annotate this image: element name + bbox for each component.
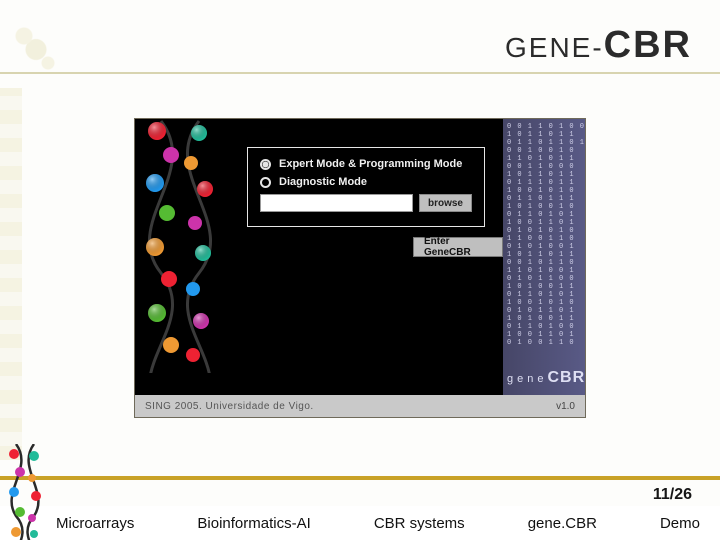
browse-button[interactable]: browse <box>419 194 472 212</box>
dna-helix-graphic <box>121 113 249 373</box>
path-row: browse <box>260 194 472 212</box>
radio-label: Expert Mode & Programming Mode <box>279 158 462 170</box>
page-counter: 11/26 <box>653 486 692 504</box>
decorative-left-strip <box>0 88 22 460</box>
path-input[interactable] <box>260 194 413 212</box>
tab-demo[interactable]: Demo <box>660 509 700 538</box>
radio-expert-mode[interactable]: Expert Mode & Programming Mode <box>260 158 472 170</box>
page-current: 11 <box>653 486 670 503</box>
decorative-molecule-corner <box>0 0 80 90</box>
binary-side-panel: 0 0 1 1 0 1 0 0 1 0 1 1 0 1 1 0 1 1 0 1 … <box>503 119 585 395</box>
tab-microarrays[interactable]: Microarrays <box>56 509 134 538</box>
tab-genecbr[interactable]: gene.CBR <box>528 509 597 538</box>
status-left: SING 2005. Universidade de Vigo. <box>145 401 314 412</box>
bottom-nav: Microarrays Bioinformatics-AI CBR system… <box>0 506 720 540</box>
gold-separator <box>0 476 720 480</box>
tab-cbr-systems[interactable]: CBR systems <box>374 509 465 538</box>
enter-button[interactable]: Enter GeneCBR <box>413 237 503 257</box>
title-dash: - <box>592 32 603 63</box>
radio-diagnostic-mode[interactable]: Diagnostic Mode <box>260 176 472 188</box>
radio-icon <box>260 159 271 170</box>
app-screenshot: Expert Mode & Programming Mode Diagnosti… <box>134 118 586 418</box>
tab-bioinformatics-ai[interactable]: Bioinformatics-AI <box>197 509 310 538</box>
header-rule <box>0 72 720 74</box>
slide-root: GENE-CBR <box>0 0 720 540</box>
slide-title: GENE-CBR <box>505 24 692 67</box>
title-prefix: GENE <box>505 32 592 63</box>
side-logo-cbr: CBR <box>547 369 585 386</box>
radio-icon <box>260 177 271 188</box>
mode-dialog: Expert Mode & Programming Mode Diagnosti… <box>247 147 485 227</box>
app-main-area: Expert Mode & Programming Mode Diagnosti… <box>135 119 503 395</box>
page-total: 26 <box>674 486 692 503</box>
side-logo: geneCBR <box>507 369 577 387</box>
tab-row: Microarrays Bioinformatics-AI CBR system… <box>0 506 720 540</box>
nav-dna-graphic <box>0 444 50 540</box>
status-bar: SING 2005. Universidade de Vigo. v1.0 <box>135 395 585 417</box>
side-logo-gene: gene <box>507 373 547 385</box>
title-suffix: CBR <box>604 24 692 66</box>
radio-label: Diagnostic Mode <box>279 176 367 188</box>
status-version: v1.0 <box>556 401 575 412</box>
